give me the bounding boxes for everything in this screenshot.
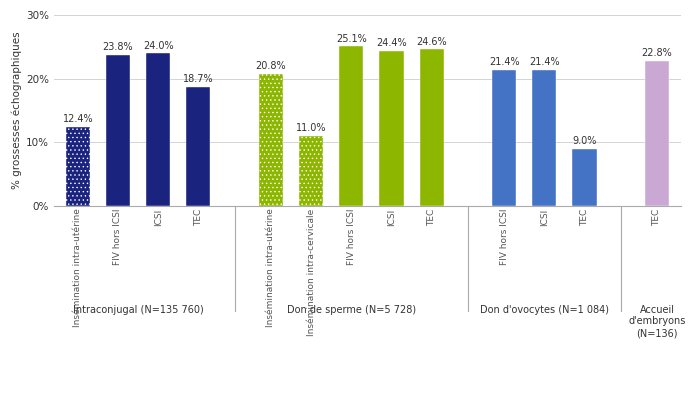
Text: Accueil
d'embryons
(N=136): Accueil d'embryons (N=136) [628,305,685,338]
Bar [340,46,363,206]
Text: 24.0%: 24.0% [143,41,174,51]
Bar [573,148,596,206]
Bar [259,73,283,206]
Text: 25.1%: 25.1% [336,34,367,44]
Bar [492,70,516,206]
Text: Don de sperme (N=5 728): Don de sperme (N=5 728) [287,305,416,315]
Text: Intraconjugal (N=135 760): Intraconjugal (N=135 760) [73,305,204,315]
Text: 20.8%: 20.8% [256,61,286,71]
Bar [645,61,669,206]
Text: 11.0%: 11.0% [296,123,326,133]
Text: 24.6%: 24.6% [416,37,447,47]
Text: 18.7%: 18.7% [183,74,214,84]
Text: 23.8%: 23.8% [103,42,133,52]
Bar [379,51,404,206]
Text: 9.0%: 9.0% [573,136,596,146]
Bar [299,136,323,206]
Bar [146,53,170,206]
Bar [299,136,323,206]
Text: 24.4%: 24.4% [376,38,407,48]
Bar [66,127,90,206]
Bar [186,87,211,206]
Text: 21.4%: 21.4% [529,57,559,67]
Bar [66,127,90,206]
Bar [419,50,444,206]
Text: 21.4%: 21.4% [489,57,519,67]
Text: Don d'ovocytes (N=1 084): Don d'ovocytes (N=1 084) [480,305,609,315]
Bar [106,55,130,206]
Text: 22.8%: 22.8% [642,48,672,58]
Text: 12.4%: 12.4% [62,114,93,124]
Bar [532,70,556,206]
Y-axis label: % grossesses échographiques: % grossesses échographiques [11,32,22,189]
Bar [259,73,283,206]
